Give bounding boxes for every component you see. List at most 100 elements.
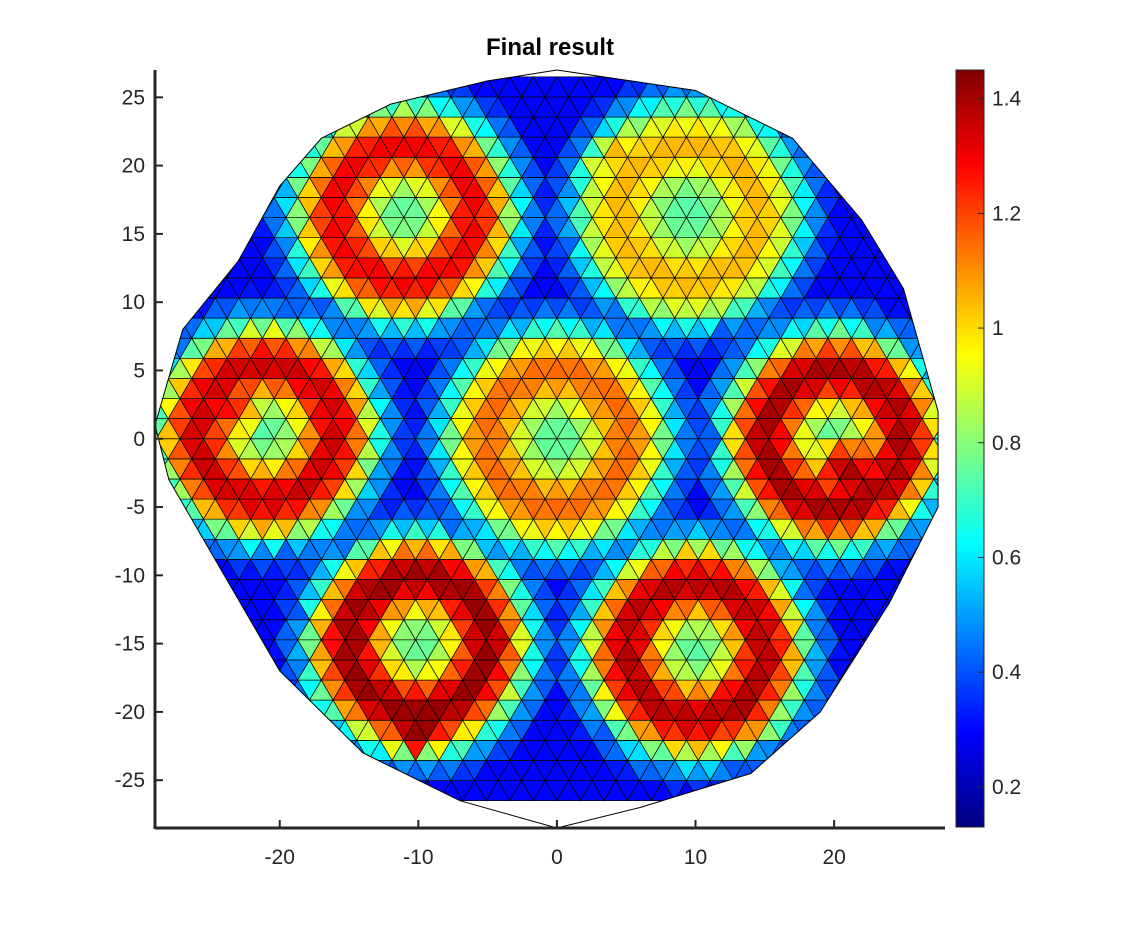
mesh-triangle [155,176,157,198]
mesh-triangle [803,116,829,138]
mesh-triangle [874,156,900,178]
mesh-triangle [886,679,911,701]
mesh-triangle [791,760,817,782]
mesh-triangle [981,298,1005,318]
mesh-triangle [308,719,334,741]
mesh-triangle [179,578,205,600]
mesh-triangle [981,177,1005,197]
mesh-triangle [981,117,1005,137]
mesh-triangle [179,659,205,681]
mesh-triangle [933,779,939,802]
mesh-triangle [850,116,876,138]
mesh-triangle [921,136,939,158]
mesh-triangle [226,779,252,802]
mesh-triangle [803,136,829,158]
mesh-triangle [202,760,228,782]
mesh-triangle [214,96,240,118]
mesh-triangle [850,156,876,178]
mesh-triangle [155,739,181,761]
mesh-triangle [121,117,145,137]
mesh-triangle [332,780,358,802]
mesh-triangle [1005,600,1029,620]
mesh-triangle [121,318,145,338]
mesh-triangle [862,739,888,761]
mesh-triangle [285,719,311,741]
mesh-triangle [1005,117,1029,137]
mesh-triangle [121,459,145,479]
mesh-triangle [167,639,193,661]
mesh-triangle [756,76,782,98]
mesh-triangle [993,700,1017,720]
mesh-triangle [202,216,228,239]
mesh-triangle [862,96,888,118]
mesh-triangle [791,116,817,138]
mesh-triangle [862,699,888,721]
mesh-triangle [897,236,923,259]
mesh-triangle [261,116,287,138]
mesh-triangle [121,539,145,559]
mesh-triangle [897,76,923,98]
mesh-triangle [839,699,864,721]
mesh-triangle [862,659,888,681]
mesh-triangle [981,740,1005,760]
mesh-triangle [886,216,911,239]
mesh-triangle [155,498,181,520]
mesh-triangle [155,739,157,761]
mesh-triangle [202,257,228,279]
mesh-triangle [167,598,193,621]
mesh-triangle [1005,318,1029,338]
y-ticks: 25 20 15 10 5 0 -5 -10 -15 -20 -25 [115,86,163,792]
mesh-triangle [993,258,1017,278]
mesh-triangle [155,116,157,138]
mesh-triangle [897,196,923,218]
mesh-triangle [273,76,299,98]
mesh-triangle [862,760,888,782]
mesh-triangle [815,96,841,118]
mesh-triangle [921,196,939,218]
mesh-triangle [202,96,228,118]
mesh-triangle [993,519,1017,539]
mesh-triangle [933,679,939,701]
mesh-triangle [250,719,275,742]
mesh-triangle [308,780,334,802]
mesh-triangle [261,136,287,158]
mesh-triangle [933,599,939,621]
mesh-triangle [320,760,346,782]
mesh-triangle [909,679,935,701]
mesh-triangle [167,177,193,199]
mesh-triangle [403,76,428,98]
mesh-triangle [909,176,935,198]
mesh-triangle [214,740,240,762]
mesh-triangle [320,779,346,802]
mesh-triangle [155,76,181,98]
mesh-triangle [886,779,911,802]
mesh-triangle [909,216,935,239]
colorbar-tick-label: 0.4 [992,661,1022,684]
mesh-triangle [780,759,805,781]
mesh-triangle [909,559,935,581]
mesh-triangle [179,599,205,621]
mesh-triangle [214,780,240,802]
mesh-triangle [886,197,911,219]
y-tick-label: -15 [115,633,145,656]
mesh-triangle [862,679,888,701]
mesh-triangle [933,337,939,359]
mesh-triangle [297,739,322,761]
x-tick-label: -10 [403,846,433,869]
mesh-triangle [933,578,939,600]
mesh-triangle [155,719,181,742]
mesh-triangle [909,116,935,138]
mesh-triangle [297,779,322,802]
mesh-triangle [897,177,923,199]
mesh-triangle [933,719,939,742]
y-tick-label: -5 [126,496,145,519]
mesh-triangle [685,76,711,98]
mesh-triangle [981,459,1005,479]
mesh-triangle [933,116,939,138]
mesh-triangle [179,538,205,560]
mesh-triangle [909,619,935,641]
mesh-triangle [909,237,935,259]
mesh-triangle [285,96,311,118]
mesh-triangle [933,136,939,158]
mesh-triangle [933,317,939,339]
